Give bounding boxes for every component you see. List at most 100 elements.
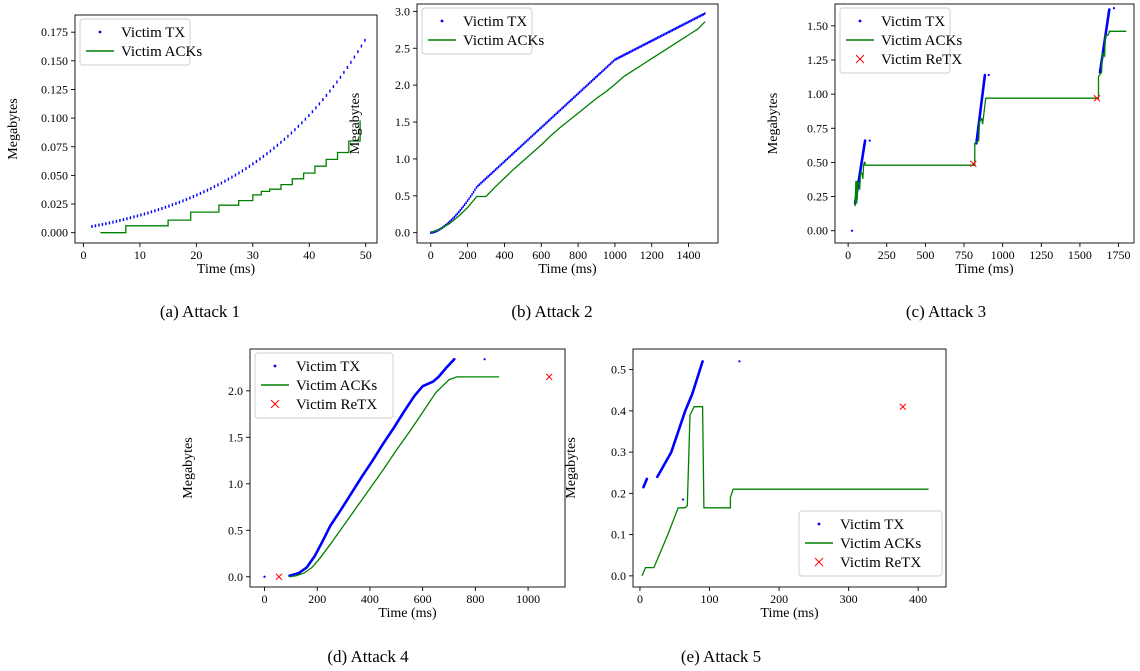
victim-tx-point	[651, 39, 653, 43]
victim-tx-point	[224, 179, 226, 183]
victim-tx-point	[621, 54, 623, 58]
x-tick-label: 40	[303, 248, 315, 262]
legend-marker-tx	[817, 522, 821, 526]
victim-tx-point	[325, 93, 328, 97]
legend: Victim TX Victim ACKs Victim ReTX	[839, 7, 962, 74]
victim-tx-point	[456, 212, 459, 216]
y-tick-label: 0.0	[395, 226, 410, 240]
victim-tx-point	[680, 24, 682, 27]
chart-panel-4: 0 200 400 600 800 1000 0.0 0.5 1.0 1.5 2.0 Time (ms…	[181, 348, 566, 621]
y-axis-label: Megabytes	[766, 93, 781, 154]
y-tick-label: 0.125	[41, 82, 68, 96]
victim-tx-point	[605, 66, 607, 70]
victim-tx-point	[589, 81, 591, 85]
y-tick-label: 0.5	[611, 363, 626, 377]
victim-tx-point	[611, 61, 613, 64]
victim-tx-point	[517, 147, 519, 151]
victim-acks-line	[289, 376, 500, 578]
victim-tx-point	[98, 223, 100, 227]
victim-tx-point	[609, 62, 612, 66]
victim-tx-point	[617, 56, 619, 60]
victim-tx-point	[575, 93, 578, 97]
victim-tx-point	[360, 44, 363, 48]
x-tick-label: 30	[247, 248, 259, 262]
victim-tx-point	[527, 138, 529, 142]
victim-tx-point	[483, 179, 485, 182]
victim-tx-point	[556, 111, 559, 114]
victim-tx-point	[171, 203, 174, 207]
victim-tx-point	[586, 84, 588, 87]
victim-tx-point	[534, 131, 537, 135]
axes-frame	[249, 348, 566, 588]
victim-tx-point	[661, 34, 663, 37]
x-tick-label: 0	[637, 592, 643, 606]
legend-label: Victim ACKs	[840, 536, 921, 552]
victim-tx-point	[189, 196, 191, 200]
victim-tx-point	[450, 218, 453, 222]
legend-label: Victim TX	[121, 25, 185, 41]
victim-tx-point	[185, 197, 188, 201]
victim-tx-point	[565, 103, 568, 106]
plot-area	[641, 360, 929, 577]
y-axis-label: Megabytes	[348, 93, 363, 154]
victim-tx-point	[213, 185, 216, 189]
victim-tx-point	[499, 164, 501, 167]
x-tick-label: 400	[361, 592, 379, 606]
victim-tx-point	[540, 126, 542, 129]
y-tick-label: 0.5	[228, 523, 243, 537]
victim-tx-point	[518, 146, 520, 150]
victim-tx-point	[161, 207, 163, 211]
victim-tx-point	[294, 128, 296, 132]
victim-tx-point	[562, 105, 565, 109]
victim-tx-point	[449, 220, 451, 223]
victim-tx-point	[304, 117, 307, 121]
victim-tx-point	[536, 130, 538, 133]
victim-tx-point	[497, 165, 500, 169]
victim-tx-point	[701, 13, 703, 17]
x-tick-label: 1250	[1029, 248, 1053, 262]
x-tick-label: 300	[840, 592, 858, 606]
y-tick-label: 1.0	[228, 477, 243, 491]
victim-tx-point	[627, 51, 629, 55]
victim-tx-point	[592, 78, 594, 82]
victim-tx-point	[668, 30, 671, 34]
x-tick-label: 600	[414, 592, 432, 606]
victim-tx-point	[318, 102, 321, 106]
victim-tx-point	[154, 209, 156, 213]
axes-frame	[632, 348, 947, 588]
legend: Victim TX Victim ACKs	[421, 7, 544, 55]
x-tick-label: 1750	[1107, 248, 1131, 262]
victim-tx-point	[472, 190, 475, 194]
victim-tx-point	[217, 183, 219, 187]
victim-tx-point	[578, 90, 581, 94]
victim-tx-point	[322, 98, 324, 102]
victim-tx-point	[290, 131, 293, 135]
victim-tx-point	[655, 37, 657, 40]
plot-area	[430, 12, 706, 234]
victim-tx-point	[192, 194, 195, 198]
victim-tx-point	[692, 18, 694, 21]
victim-tx-point	[263, 575, 266, 578]
victim-tx-point	[465, 201, 467, 205]
x-axis-label: Time (ms)	[538, 262, 597, 277]
victim-tx-point	[248, 164, 251, 168]
victim-tx-point	[206, 188, 209, 192]
victim-tx-point	[643, 43, 646, 46]
victim-tx-point	[519, 145, 522, 148]
victim-tx-point	[587, 82, 590, 86]
victim-tx-point	[505, 158, 507, 162]
legend-label: Victim TX	[463, 14, 527, 30]
victim-tx-point	[489, 173, 491, 177]
victim-tx-point	[676, 26, 678, 30]
victim-tx-point	[357, 50, 359, 54]
legend-marker-tx	[858, 19, 862, 23]
victim-tx-point	[546, 120, 548, 124]
victim-tx-point	[112, 220, 114, 224]
victim-tx-point	[168, 204, 170, 208]
victim-tx-point	[631, 49, 634, 52]
victim-tx-point	[552, 115, 554, 119]
victim-tx-point	[530, 135, 532, 139]
victim-tx-point	[273, 146, 275, 150]
victim-tx-point	[674, 27, 676, 31]
legend-label: Victim ACKs	[881, 33, 962, 49]
